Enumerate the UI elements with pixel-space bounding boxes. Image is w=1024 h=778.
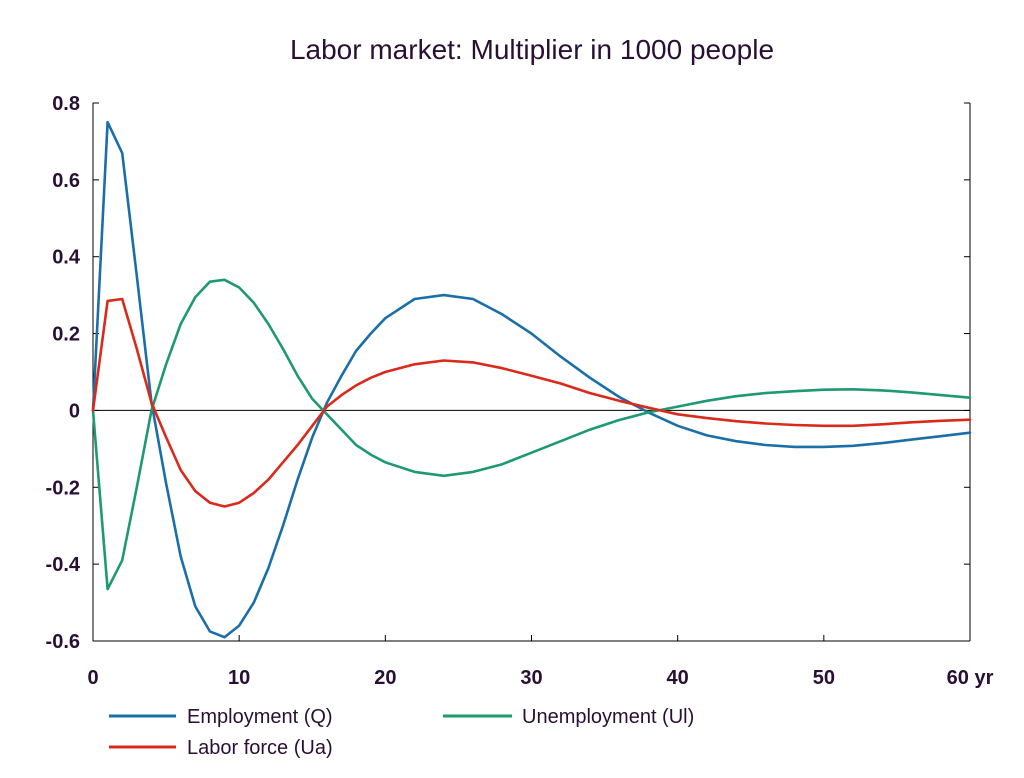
x-tick-label: 20 [374,667,396,689]
legend-label-labor-force-ua: Labor force (Ua) [187,737,333,759]
y-tick-label: -0.4 [46,554,81,576]
x-tick-label: 40 [667,667,689,689]
x-tick-label: 50 [813,667,835,689]
series-line-unemployment-ul [91,278,972,591]
y-tick-label: -0.2 [46,477,80,499]
legend-label-unemployment-ul: Unemployment (Ul) [522,706,694,728]
y-tick-label: 0 [69,400,80,422]
legend: Employment (Q) Unemployment (Ul) Labor for… [109,706,694,759]
series-line-employment-q [91,120,972,639]
chart-title: Labor market: Multiplier in 1000 people [290,34,774,65]
series-line-labor-force-ua [91,297,972,508]
y-tick-label: 0.4 [52,247,81,269]
plot-area: 0.8 0.6 0.4 0.2 0 -0.2 -0.4 -0.6 0 10 20 30 40 50 60 y… [46,93,994,689]
legend-label-employment-q: Employment (Q) [187,706,333,728]
x-tick-label: 10 [228,667,250,689]
y-tick-label: -0.6 [46,631,80,653]
y-tick-label: 0.6 [52,170,80,192]
x-tick-label: 30 [520,667,542,689]
y-tick-label: 0.8 [52,93,80,115]
x-tick-label: 60 yr [947,667,994,689]
x-tick-label: 0 [87,667,98,689]
y-tick-label: 0.2 [52,324,80,346]
